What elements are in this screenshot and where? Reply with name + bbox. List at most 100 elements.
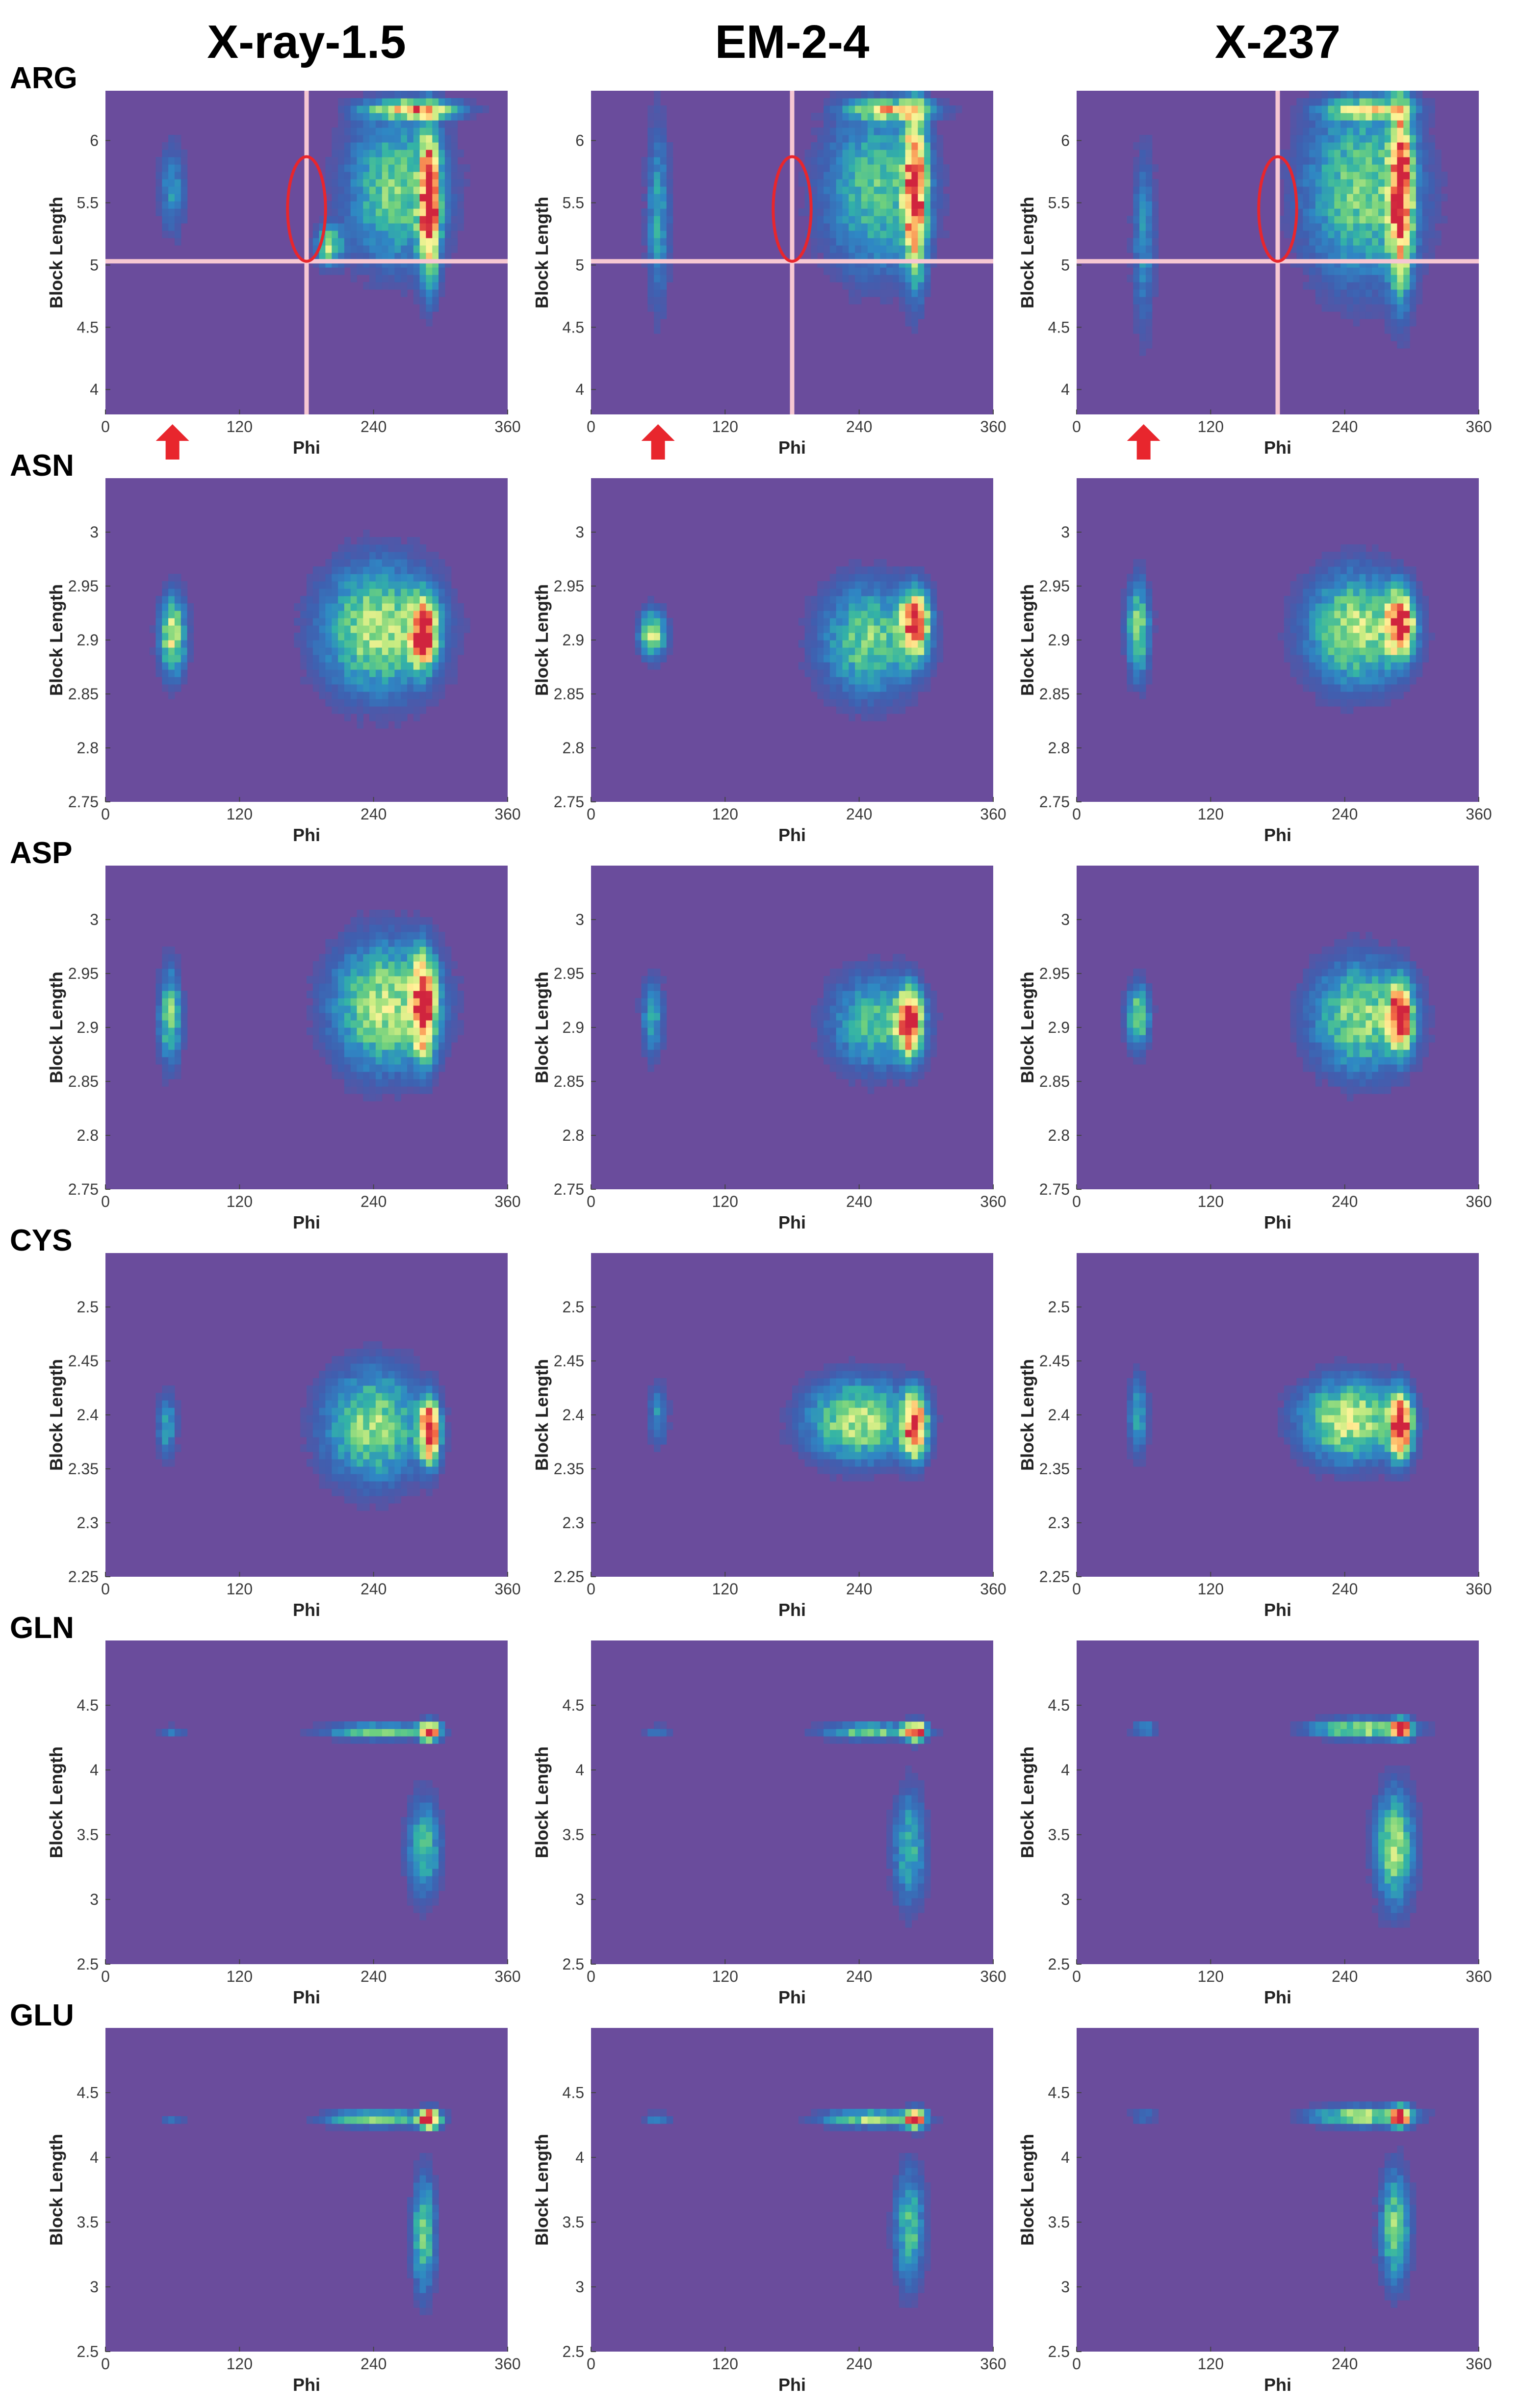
density-cell <box>1346 589 1354 596</box>
density-cell <box>401 969 408 976</box>
density-cell <box>886 253 893 260</box>
density-cell <box>911 618 918 626</box>
density-cell <box>1359 194 1366 202</box>
density-cell <box>1353 142 1360 150</box>
density-cell <box>1321 596 1329 604</box>
density-cell <box>363 105 370 113</box>
density-cell <box>401 998 408 1006</box>
density-cell <box>829 969 837 976</box>
density-cell <box>1145 282 1153 290</box>
density-cell <box>1309 589 1316 596</box>
density-cell <box>1397 633 1404 640</box>
density-cell <box>407 142 414 150</box>
density-cell <box>388 1035 395 1043</box>
density-cell <box>363 706 370 714</box>
density-cell <box>338 932 345 940</box>
density-cell <box>1384 647 1391 655</box>
density-cell <box>1139 640 1146 648</box>
density-cell <box>168 976 175 984</box>
density-cell <box>1359 603 1366 611</box>
density-cell <box>369 1050 376 1057</box>
density-cell <box>1334 216 1341 224</box>
density-cell <box>1120 611 1128 618</box>
density-cell <box>836 684 843 692</box>
density-cell <box>817 1005 824 1013</box>
density-cell <box>438 172 445 179</box>
density-cell <box>312 633 320 640</box>
density-cell <box>1410 186 1417 194</box>
density-cell <box>388 208 395 216</box>
density-cell <box>350 947 358 954</box>
density-cell <box>438 179 445 187</box>
density-cell <box>1309 150 1316 157</box>
density-cell <box>338 231 345 238</box>
density-cell <box>886 245 893 253</box>
density-cell <box>394 976 401 984</box>
density-cell <box>407 1050 414 1057</box>
density-cell <box>332 1057 338 1065</box>
density-cell <box>924 589 931 596</box>
density-cell <box>413 618 420 626</box>
density-cell <box>1284 655 1291 663</box>
density-cell <box>1353 231 1360 238</box>
density-cell <box>924 647 931 655</box>
density-cell <box>905 998 912 1006</box>
density-cell <box>886 142 893 150</box>
density-cell <box>905 983 912 991</box>
density-cell <box>451 961 458 969</box>
density-cell <box>842 961 849 969</box>
density-cell <box>880 157 887 165</box>
density-cell <box>918 1035 925 1043</box>
density-cell <box>419 1064 426 1072</box>
density-cell <box>829 208 837 216</box>
density-cell <box>444 172 452 179</box>
density-cell <box>451 245 458 253</box>
density-cell <box>660 135 667 143</box>
density-cell <box>394 706 401 714</box>
density-cell <box>451 998 458 1006</box>
density-cell <box>1372 669 1379 677</box>
density-cell <box>357 1079 363 1087</box>
density-cell <box>1353 311 1360 319</box>
density-cell <box>426 559 433 567</box>
density-cell <box>1303 574 1310 582</box>
density-cell <box>319 581 326 589</box>
density-cell <box>867 692 875 699</box>
density-cell <box>369 223 376 231</box>
density-cell <box>1139 216 1146 224</box>
density-cell <box>855 603 862 611</box>
density-cell <box>394 1072 401 1079</box>
density-cell <box>426 223 433 231</box>
density-cell <box>407 91 414 99</box>
density-cell <box>394 566 401 574</box>
y-tick-label: 2.9 <box>77 1019 99 1036</box>
density-cell <box>419 618 426 626</box>
density-cell <box>394 1013 401 1021</box>
density-cell <box>369 581 376 589</box>
density-cell <box>357 640 363 648</box>
density-cell <box>855 1013 862 1021</box>
density-cell <box>886 120 893 128</box>
density-cell <box>918 164 925 172</box>
density-cell <box>1133 559 1140 567</box>
density-cell <box>924 216 931 224</box>
density-cell <box>162 231 169 238</box>
density-cell <box>350 699 358 707</box>
density-cell <box>924 618 931 626</box>
density-cell <box>1296 1005 1303 1013</box>
density-cell <box>407 1072 414 1079</box>
density-cell <box>363 924 370 932</box>
density-cell <box>382 552 389 560</box>
density-cell <box>1315 662 1322 670</box>
density-cell <box>407 969 414 976</box>
density-cell <box>647 223 654 231</box>
density-cell <box>432 164 439 172</box>
density-cell <box>388 924 395 932</box>
density-cell <box>426 991 433 999</box>
density-cell <box>1127 216 1134 224</box>
density-cell <box>369 164 376 172</box>
density-cell <box>647 231 654 238</box>
density-cell <box>1321 91 1329 99</box>
density-cell <box>1391 633 1397 640</box>
density-cell <box>413 596 420 604</box>
